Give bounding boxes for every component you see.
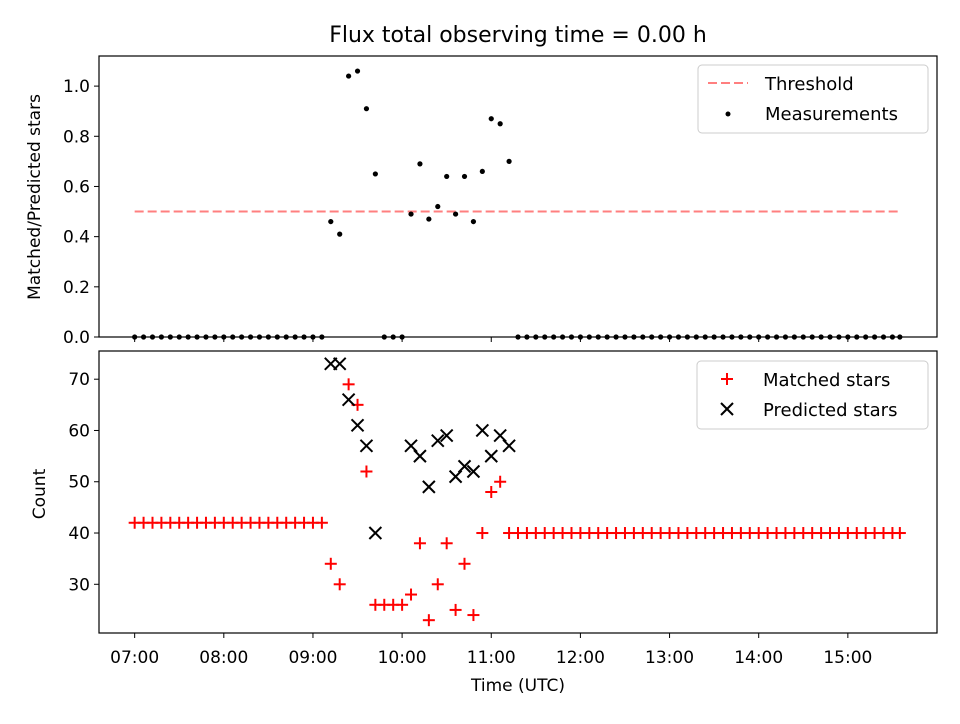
measurement-point — [337, 231, 343, 237]
matched-stars-point — [396, 598, 409, 611]
measurement-point — [506, 158, 512, 164]
x-tick-label: 13:00 — [645, 648, 694, 668]
x-tick-label: 15:00 — [823, 648, 872, 668]
predicted-stars-point — [341, 393, 356, 407]
measurement-point — [444, 173, 450, 180]
matched-stars-point — [476, 527, 489, 540]
measurement-point — [417, 161, 423, 167]
predicted-stars-point — [484, 449, 498, 463]
measurement-point — [354, 68, 361, 74]
predicted-stars-point — [332, 357, 347, 371]
measurement-point — [461, 173, 468, 180]
legend-threshold-label: Threshold — [764, 74, 854, 95]
bottom-y-tick-label: 30 — [68, 575, 90, 595]
matched-stars-point — [422, 614, 435, 627]
matched-stars-point — [324, 557, 337, 570]
x-tick-label: 14:00 — [734, 648, 783, 668]
x-tick-label: 12:00 — [556, 648, 605, 668]
measurement-point — [435, 203, 441, 210]
measurement-point — [488, 116, 494, 122]
x-axis-label: Time (UTC) — [470, 676, 565, 696]
matched-stars-point — [893, 527, 906, 540]
x-tick-label: 11:00 — [467, 648, 516, 668]
predicted-stars-point — [422, 480, 436, 494]
matched-stars-point — [485, 486, 498, 498]
matched-stars-point — [342, 378, 355, 391]
top-y-tick-label: 0.2 — [63, 278, 90, 298]
matched-stars-point — [413, 537, 426, 550]
matched-stars-point — [467, 609, 480, 622]
top-y-tick-label: 0.8 — [63, 127, 90, 147]
measurement-point — [346, 73, 352, 79]
x-tick-label: 08:00 — [199, 648, 248, 668]
predicted-stars-point — [350, 418, 365, 433]
measurement-point — [328, 218, 334, 225]
bottom-legend: Matched stars Predicted stars — [696, 360, 929, 430]
matched-stars-point — [449, 603, 462, 616]
predicted-stars-point — [457, 459, 472, 474]
bottom-axes-frame — [98, 350, 938, 634]
matched-stars-point — [494, 475, 507, 488]
top-y-tick-label: 0.4 — [63, 228, 90, 248]
legend-measurements-label: Measurements — [765, 104, 898, 125]
chart-title: Flux total observing time = 0.00 h — [329, 23, 707, 48]
predicted-stars-point — [368, 526, 383, 540]
bottom-y-tick-label: 60 — [68, 421, 90, 441]
measurement-point — [479, 168, 485, 175]
top-y-tick-label: 0.6 — [63, 177, 90, 197]
matched-stars-point — [440, 537, 453, 550]
measurement-point — [470, 218, 477, 225]
predicted-stars-point — [359, 439, 374, 453]
bottom-y-tick-label: 70 — [68, 370, 90, 390]
matched-stars-point — [333, 578, 346, 591]
predicted-stars-point — [475, 423, 490, 438]
bottom-plot-area: 30 40 50 60 70 07:00 08:00 09:00 10:00 11:00 12:00… — [68, 350, 938, 668]
x-tick-label: 10:00 — [378, 648, 427, 668]
predicted-stars-point — [439, 428, 454, 443]
legend-matched-marker — [721, 373, 733, 385]
x-tick-label: 07:00 — [110, 648, 159, 668]
matched-stars-point — [360, 465, 373, 478]
matched-stars-point — [405, 588, 418, 601]
legend-matched-label: Matched stars — [763, 370, 890, 391]
predicted-stars-point — [431, 434, 445, 448]
matched-stars-point — [315, 516, 328, 529]
bottom-y-axis-label: Count — [30, 468, 50, 519]
top-y-axis-label: Matched/Predicted stars — [25, 94, 45, 300]
legend-predicted-marker — [720, 402, 734, 416]
predicted-stars-point — [466, 464, 481, 479]
measurement-point — [363, 106, 370, 112]
measurement-point — [372, 171, 378, 177]
bottom-legend-box — [696, 360, 929, 430]
top-y-tick-label: 0.0 — [63, 328, 90, 348]
measurement-point — [452, 211, 459, 217]
top-axes-frame — [98, 55, 938, 338]
predicted-stars-point — [413, 449, 427, 463]
bottom-y-tick-label: 40 — [68, 524, 90, 544]
matched-stars-point — [431, 578, 444, 591]
legend-predicted-label: Predicted stars — [763, 400, 897, 421]
top-legend-box — [697, 64, 929, 134]
predicted-stars-point — [502, 439, 516, 453]
top-plot-area: 0.0 0.2 0.4 0.6 0.8 1.0 — [63, 55, 938, 348]
top-y-tick-label: 1.0 — [63, 77, 90, 97]
x-tick-label: 09:00 — [288, 648, 337, 668]
measurement-point — [497, 121, 503, 127]
measurement-point — [408, 211, 414, 217]
measurement-point — [426, 216, 432, 222]
top-legend: Threshold Measurements — [697, 64, 929, 134]
matched-stars-point — [458, 557, 471, 570]
bottom-y-tick-label: 50 — [68, 473, 90, 493]
legend-measurements-marker — [725, 111, 731, 117]
